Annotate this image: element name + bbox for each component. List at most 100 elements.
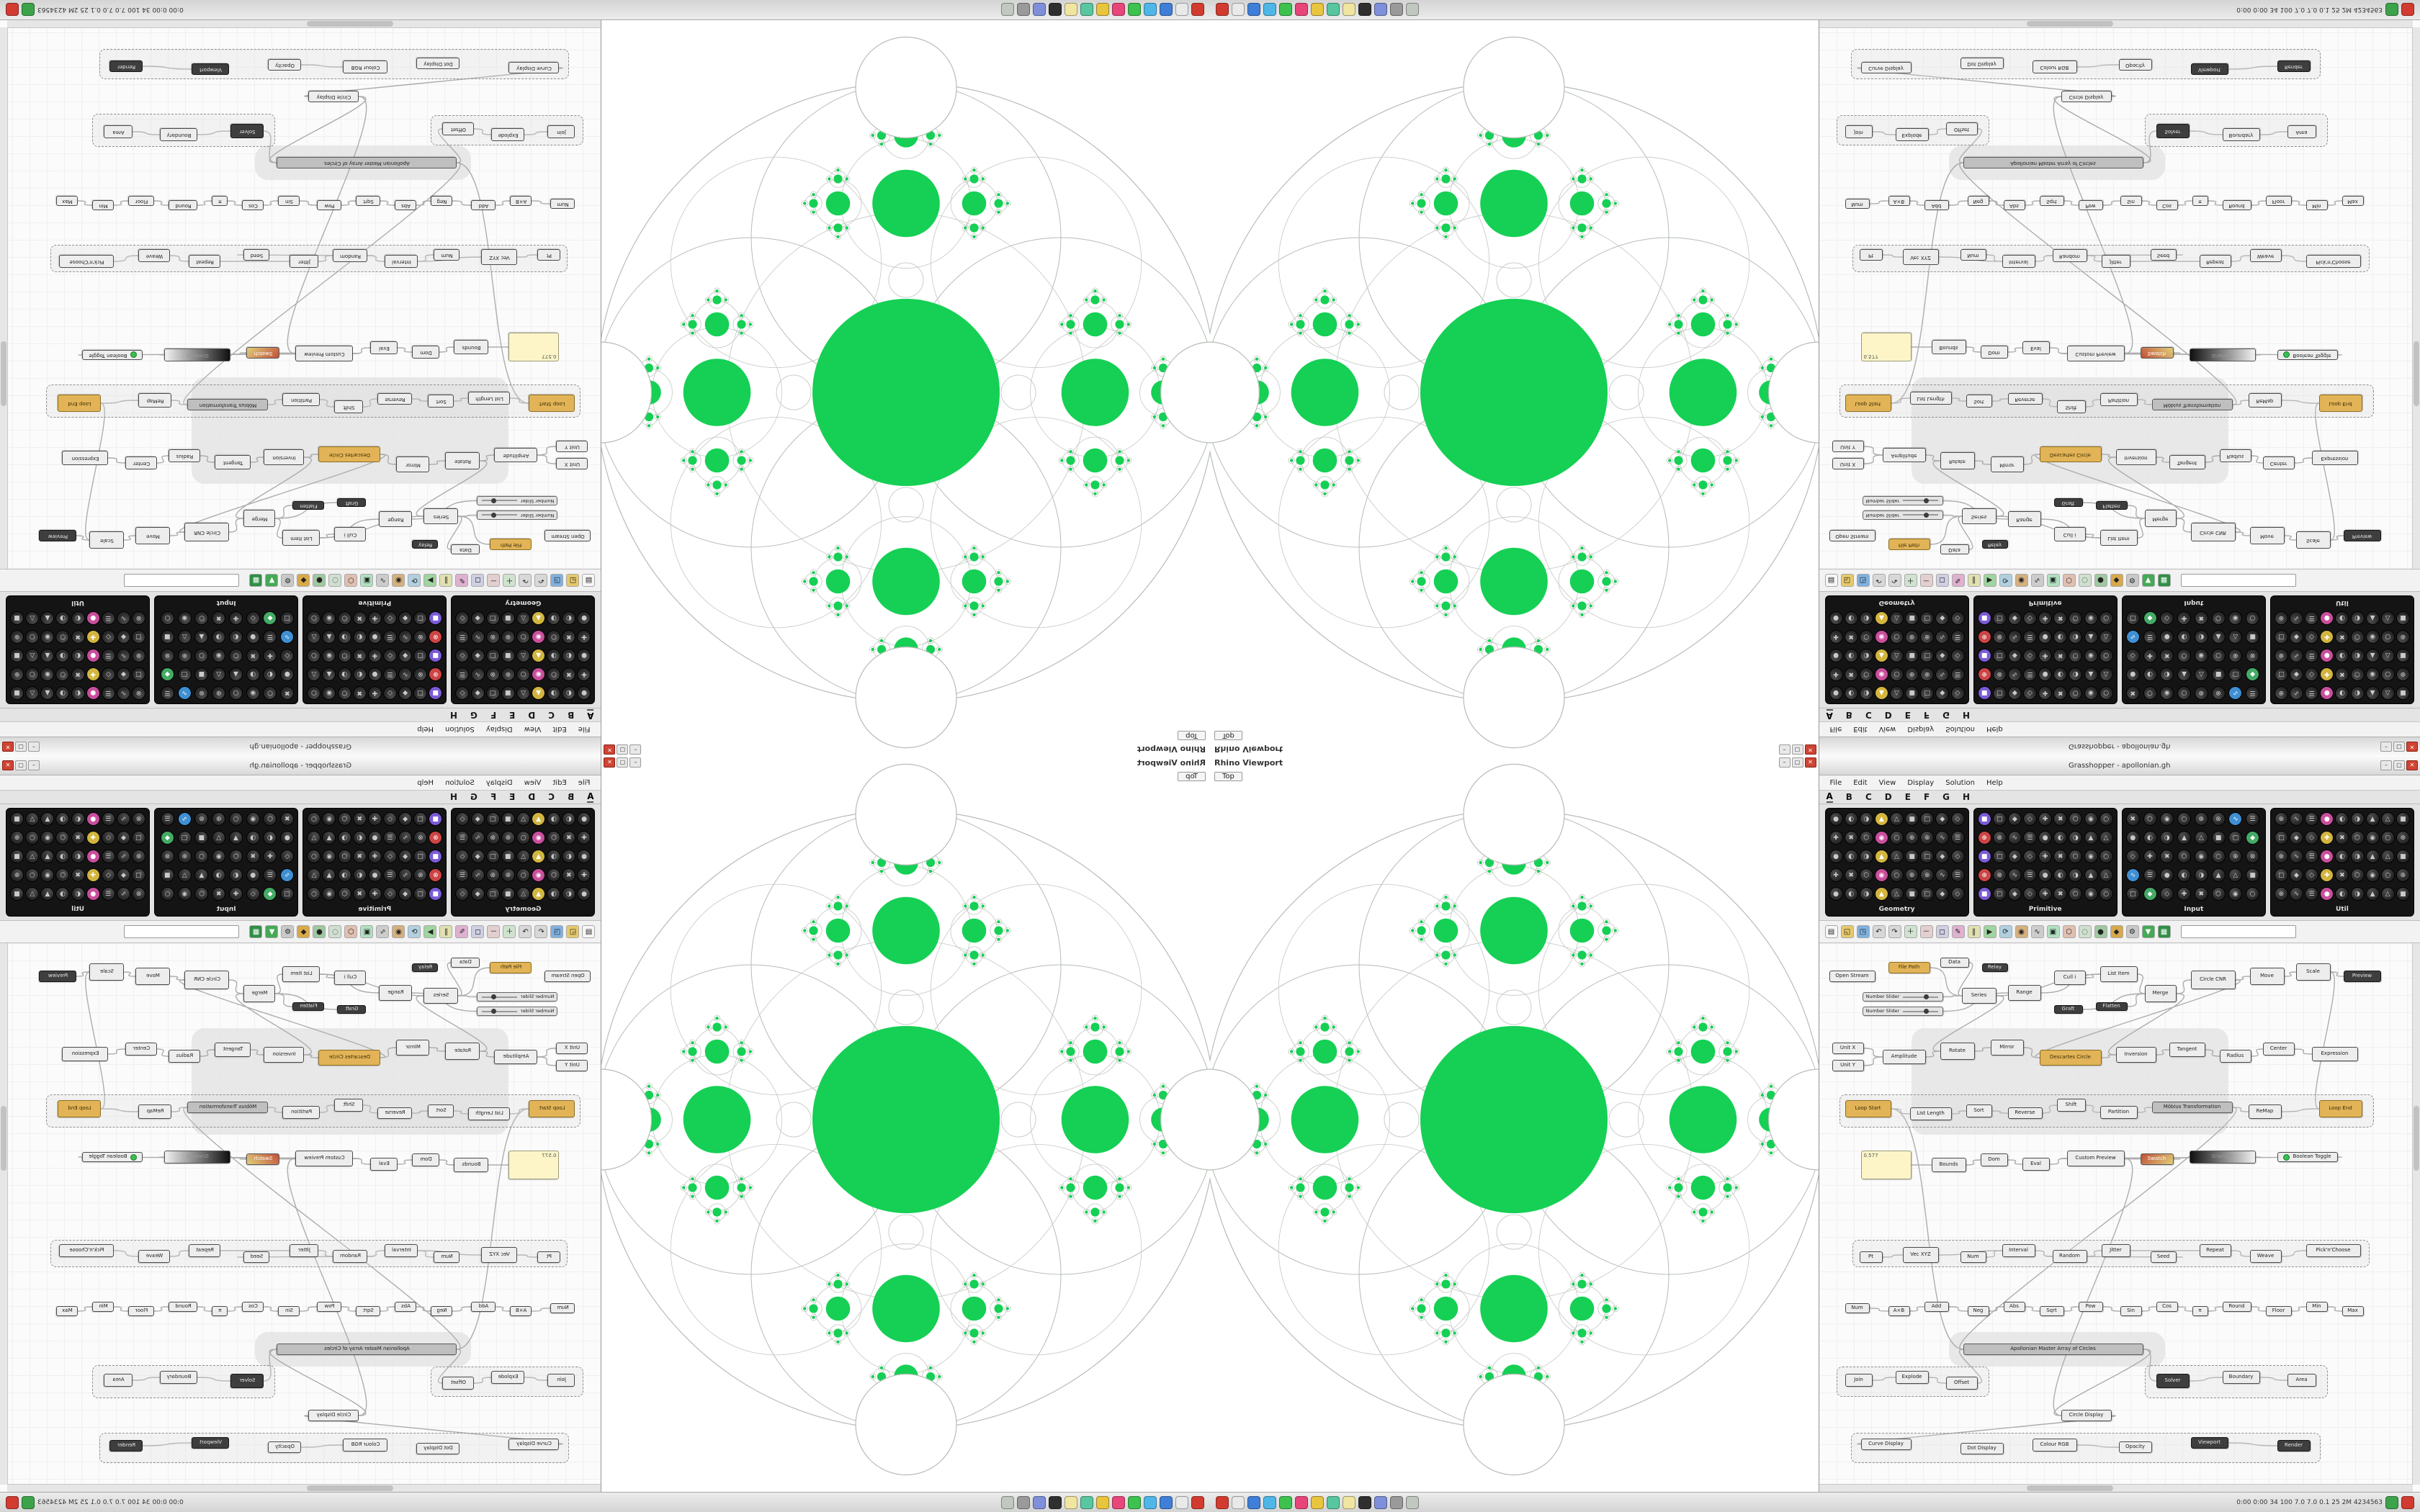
component-icon[interactable]: ■	[501, 887, 515, 901]
trash-icon[interactable]	[1406, 3, 1419, 17]
component-icon[interactable]: ☰	[263, 630, 277, 644]
component-icon[interactable]: ⬡	[1859, 831, 1873, 845]
component-icon[interactable]: ⊗	[160, 850, 174, 863]
component-icon[interactable]: ○	[307, 611, 321, 625]
component-icon[interactable]: ⬡	[2143, 686, 2157, 700]
wire-display-icon[interactable]: ∿	[376, 925, 390, 938]
component-icon[interactable]: ⊗	[160, 649, 174, 662]
component-icon[interactable]: ⊗	[2274, 686, 2288, 700]
gh-component[interactable]: Abs	[395, 200, 417, 210]
new-file-icon[interactable]: ▤	[582, 925, 596, 938]
component-icon[interactable]: ◉	[2084, 686, 2098, 700]
component-icon[interactable]: ◐	[2053, 630, 2068, 644]
gh-component[interactable]: Reverse	[377, 1107, 413, 1119]
component-icon[interactable]: ☰	[2305, 812, 2319, 826]
gh-component[interactable]: Reverse	[377, 393, 413, 405]
component-icon[interactable]: ∿	[2290, 887, 2303, 901]
component-icon[interactable]: ◇	[2305, 868, 2319, 882]
gh-component[interactable]: Abs	[2003, 200, 2025, 210]
gh-component[interactable]: ReMap	[2248, 393, 2282, 408]
gh-component[interactable]: Circle CNR	[2190, 971, 2236, 989]
mail-icon[interactable]	[1144, 1495, 1157, 1509]
gh-component[interactable]: Partition	[2099, 1106, 2138, 1119]
component-icon[interactable]: ○	[307, 887, 321, 901]
component-icon[interactable]: ✚	[367, 812, 382, 826]
gh-component[interactable]: Flatten	[2095, 501, 2128, 510]
component-icon[interactable]: ◉	[40, 630, 55, 644]
gh-component[interactable]: Unit X	[556, 1043, 588, 1054]
component-icon[interactable]: □	[132, 831, 146, 845]
photos-icon[interactable]	[1311, 1495, 1324, 1509]
gh-component[interactable]: Preview	[2343, 971, 2381, 982]
maps-icon[interactable]	[1327, 3, 1340, 17]
component-icon[interactable]: ⊗	[413, 630, 428, 644]
component-icon[interactable]: ◐	[71, 887, 85, 901]
gh-component[interactable]: Unit X	[556, 458, 588, 469]
component-icon[interactable]: □	[1992, 887, 2007, 901]
canvas-search-input[interactable]	[2180, 574, 2296, 587]
component-icon[interactable]: △	[2380, 611, 2395, 625]
component-icon[interactable]: ■	[501, 850, 515, 863]
component-icon[interactable]: ✖	[2335, 630, 2349, 644]
gh-component[interactable]: 0.577	[508, 333, 560, 361]
close-icon[interactable]	[1216, 1495, 1229, 1509]
component-icon[interactable]: ◆	[117, 868, 130, 882]
gh-component[interactable]: Offset	[1945, 1377, 1978, 1390]
component-icon[interactable]: ✖	[2335, 831, 2349, 845]
gh-component[interactable]: Apollonian Master Array of Circles	[277, 157, 457, 168]
component-icon[interactable]: ✖	[212, 611, 226, 625]
component-icon[interactable]: ◆	[117, 667, 130, 681]
gh-component[interactable]: Neg	[1967, 196, 1989, 206]
component-icon[interactable]: ◑	[55, 686, 70, 700]
component-icon[interactable]: ●	[1829, 850, 1843, 863]
component-icon[interactable]: ☰	[2246, 686, 2260, 700]
component-icon[interactable]: ✚	[86, 667, 100, 681]
menu-item-help[interactable]: Help	[417, 725, 434, 734]
component-icon[interactable]: ◆	[1935, 611, 1950, 625]
component-icon[interactable]: ◐	[1844, 611, 1858, 625]
component-icon[interactable]: ✚	[86, 630, 100, 644]
gh-component[interactable]: Relay	[412, 963, 439, 972]
component-icon[interactable]: ⊕	[2194, 812, 2208, 826]
export-icon[interactable]: ▼	[265, 925, 279, 938]
component-icon[interactable]: ☰	[101, 850, 115, 863]
gh-component[interactable]: Circle CNR	[184, 523, 230, 541]
component-icon[interactable]: ○	[516, 868, 530, 882]
component-icon[interactable]: ◑	[2069, 667, 2083, 681]
maximize-button[interactable]: ▢	[2393, 742, 2405, 752]
toggle-dot[interactable]	[2283, 1153, 2290, 1161]
component-icon[interactable]: ◇	[455, 686, 470, 700]
gh-component[interactable]: Gradient	[2189, 1151, 2256, 1164]
component-icon[interactable]: ✚	[2038, 649, 2053, 662]
component-icon[interactable]: ⬡	[2143, 812, 2157, 826]
component-icon[interactable]: △	[25, 812, 40, 826]
save-file-icon[interactable]: ◳	[1856, 925, 1870, 938]
component-icon[interactable]: ⊗	[2211, 686, 2226, 700]
slider-knob[interactable]	[490, 498, 496, 504]
viewport-tab-top[interactable]: Top	[1214, 772, 1242, 781]
component-icon[interactable]: ◐	[2053, 868, 2068, 882]
component-icon[interactable]: ○	[2380, 831, 2395, 845]
component-icon[interactable]: ⬡	[2069, 686, 2083, 700]
component-icon[interactable]: ◆	[1935, 887, 1950, 901]
component-icon[interactable]: ◆	[263, 887, 277, 901]
component-icon[interactable]: ◑	[2350, 850, 2365, 863]
bake-icon[interactable]: ◆	[297, 574, 310, 587]
gh-component[interactable]: Interval	[385, 1244, 418, 1257]
component-icon[interactable]: ✖	[246, 850, 260, 863]
gh-component[interactable]: Random	[333, 249, 368, 262]
component-icon[interactable]: △	[1890, 812, 1904, 826]
component-icon[interactable]: ◐	[1844, 686, 1858, 700]
gh-component[interactable]: Render	[2277, 60, 2311, 72]
component-icon[interactable]: ⬡	[337, 887, 351, 901]
component-icon[interactable]: ●	[2038, 667, 2053, 681]
component-icon[interactable]: ◆	[2007, 649, 2022, 662]
component-icon[interactable]: ⊗	[2274, 611, 2288, 625]
component-icon[interactable]: ◆	[398, 887, 413, 901]
component-icon[interactable]: □	[132, 868, 146, 882]
component-icon[interactable]: ✖	[2160, 649, 2174, 662]
gh-component[interactable]: Area	[2287, 125, 2316, 138]
gh-component[interactable]: Preview	[39, 971, 77, 982]
component-icon[interactable]: ◉	[2084, 850, 2098, 863]
gh-component[interactable]: Repeat	[189, 255, 221, 268]
